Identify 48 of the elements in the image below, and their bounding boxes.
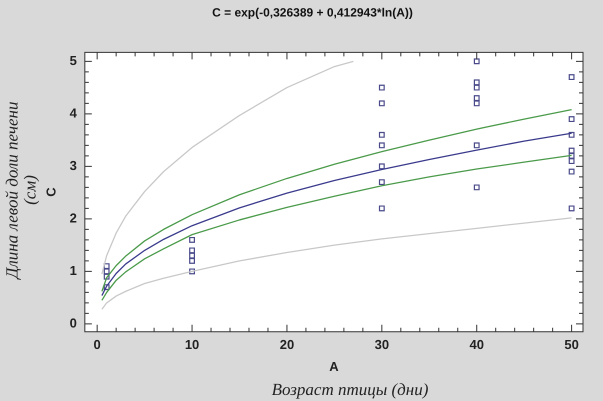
point — [104, 284, 110, 290]
x-tick-label: 40 — [469, 337, 484, 352]
point — [189, 247, 195, 254]
point — [378, 100, 385, 106]
chart-title: C = exp(-0,326389 + 0,412943*ln(A)) — [212, 6, 413, 20]
point — [474, 142, 480, 148]
point — [378, 142, 385, 148]
point — [378, 132, 385, 138]
point — [568, 74, 575, 80]
point — [568, 132, 575, 138]
point — [568, 148, 575, 154]
text: Длина левой доли печени (см) — [2, 100, 40, 282]
x-tick-label: 50 — [564, 337, 579, 352]
y-axis-title: C — [43, 186, 58, 197]
x-tick-label: 20 — [280, 337, 294, 352]
x-tick-label: 0 — [94, 337, 101, 352]
point — [189, 236, 195, 243]
y-tick-label: 0 — [70, 316, 77, 330]
point — [104, 274, 110, 280]
point — [378, 163, 385, 170]
point — [474, 84, 480, 91]
point — [568, 116, 575, 122]
point — [378, 179, 385, 186]
point — [568, 168, 575, 175]
point — [568, 152, 575, 159]
point — [189, 252, 195, 259]
point — [189, 258, 195, 264]
point — [568, 158, 575, 164]
point — [474, 58, 480, 64]
x-tick-label: 30 — [374, 337, 390, 352]
point — [378, 84, 385, 91]
x-tick-label: 10 — [184, 337, 200, 352]
x-axis-title: A — [329, 358, 340, 374]
point — [104, 263, 110, 270]
point — [568, 205, 575, 212]
y-tick-label: 3 — [70, 158, 77, 173]
point — [474, 100, 480, 106]
y-tick-label: 5 — [70, 52, 77, 68]
point — [378, 205, 385, 212]
point — [189, 268, 195, 274]
text: Возраст птицы (дни) — [270, 380, 430, 399]
point — [474, 184, 480, 190]
y-tick-label: 2 — [70, 210, 77, 226]
point — [104, 268, 110, 274]
point — [474, 95, 480, 102]
point — [474, 79, 480, 86]
y-tick-label: 4 — [70, 105, 78, 120]
y-tick-label: 1 — [70, 262, 77, 278]
